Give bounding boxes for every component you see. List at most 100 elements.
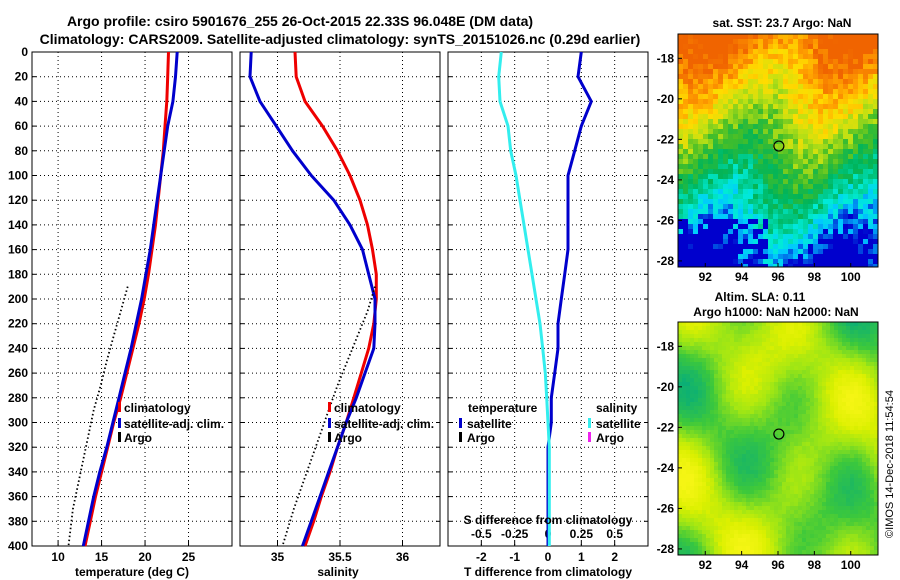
map-cell [758, 129, 763, 134]
map-cell [790, 538, 794, 542]
map-cell [806, 482, 810, 486]
map-cell [818, 514, 822, 518]
map-cell [782, 510, 786, 514]
map-cell [723, 234, 728, 239]
map-cell [690, 338, 694, 342]
map-cell [843, 74, 848, 79]
map-cell [788, 84, 793, 89]
map-cell [762, 366, 766, 370]
map-cell [798, 244, 803, 249]
map-cell [763, 104, 768, 109]
map-cell [718, 179, 723, 184]
map-cell [858, 249, 863, 254]
map-cell [753, 104, 758, 109]
map-cell [863, 89, 868, 94]
map-cell [766, 506, 770, 510]
map-cell [733, 224, 738, 229]
map-cell [806, 374, 810, 378]
map-cell [702, 426, 706, 430]
map-cell [846, 358, 850, 362]
map-cell [718, 99, 723, 104]
map-cell [863, 214, 868, 219]
map-cell [802, 522, 806, 526]
map-cell [828, 194, 833, 199]
map-cell [850, 390, 854, 394]
map-cell [770, 422, 774, 426]
map-cell [806, 498, 810, 502]
map-cell [753, 189, 758, 194]
map-cell [746, 330, 750, 334]
map-cell [848, 259, 853, 264]
map-cell [783, 194, 788, 199]
map-cell [763, 164, 768, 169]
map-cell [782, 354, 786, 358]
map-cell [718, 34, 723, 39]
map-cell [838, 214, 843, 219]
map-cell [706, 406, 710, 410]
map-cell [763, 199, 768, 204]
map-cell [826, 398, 830, 402]
map-cell [814, 522, 818, 526]
map-cell [794, 442, 798, 446]
map-cell [722, 478, 726, 482]
map-cell [850, 382, 854, 386]
map-cell [868, 74, 873, 79]
map-cell [694, 398, 698, 402]
map-cell [853, 64, 858, 69]
map-cell [873, 174, 878, 179]
map-cell [866, 530, 870, 534]
map-cell [766, 542, 770, 546]
map-cell [738, 44, 743, 49]
map-cell [830, 390, 834, 394]
map-cell [694, 378, 698, 382]
map-cell [763, 84, 768, 89]
map-cell [738, 462, 742, 466]
map-cell [718, 522, 722, 526]
map-cell [783, 184, 788, 189]
map-cell [690, 470, 694, 474]
map-cell [718, 334, 722, 338]
map-cell [813, 264, 818, 267]
map-cell [714, 478, 718, 482]
map-cell [738, 49, 743, 54]
map-cell [846, 466, 850, 470]
map-cell [743, 219, 748, 224]
map-cell [708, 114, 713, 119]
map-cell [854, 478, 858, 482]
map-cell [786, 402, 790, 406]
map-cell [762, 542, 766, 546]
map-cell [762, 382, 766, 386]
map-cell [762, 374, 766, 378]
map-cell [743, 94, 748, 99]
map-cell [738, 189, 743, 194]
map-cell [850, 350, 854, 354]
map-cell [830, 494, 834, 498]
map-cell [826, 346, 830, 350]
map-cell [870, 358, 874, 362]
map-cell [783, 54, 788, 59]
map-cell [758, 534, 762, 538]
map-cell [754, 542, 758, 546]
map-cell [830, 422, 834, 426]
map-cell [838, 169, 843, 174]
map-cell [686, 470, 690, 474]
map-cell [853, 34, 858, 39]
map-cell [822, 502, 826, 506]
map-cell [698, 209, 703, 214]
map-cell [788, 54, 793, 59]
map-cell [690, 454, 694, 458]
map-cell [790, 490, 794, 494]
map-cell [814, 494, 818, 498]
map-cell [846, 334, 850, 338]
map-cell [782, 474, 786, 478]
map-cell [782, 438, 786, 442]
map-cell [706, 458, 710, 462]
map-cell [738, 54, 743, 59]
map-cell [694, 454, 698, 458]
map-cell [818, 414, 822, 418]
map-cell [734, 422, 738, 426]
map-cell [743, 129, 748, 134]
map-cell [708, 69, 713, 74]
map-cell [834, 506, 838, 510]
map-cell [870, 390, 874, 394]
